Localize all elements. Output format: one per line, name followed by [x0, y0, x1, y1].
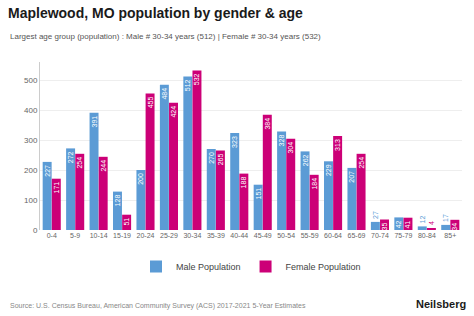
svg-text:229: 229 [325, 164, 332, 176]
svg-text:128: 128 [114, 195, 121, 207]
svg-text:50-54: 50-54 [277, 232, 295, 239]
svg-text:30-34: 30-34 [183, 232, 201, 239]
svg-text:200: 200 [137, 173, 144, 185]
svg-text:42: 42 [395, 220, 402, 228]
svg-text:15-19: 15-19 [113, 232, 131, 239]
svg-text:65-69: 65-69 [348, 232, 366, 239]
svg-text:70-74: 70-74 [371, 232, 389, 239]
svg-text:80-84: 80-84 [418, 232, 436, 239]
svg-text:Neilsberg: Neilsberg [416, 298, 466, 310]
svg-text:Maplewood, MO population by ge: Maplewood, MO population by gender & age [8, 5, 303, 21]
svg-text:391: 391 [91, 116, 98, 128]
svg-text:254: 254 [76, 157, 83, 169]
svg-text:27: 27 [372, 211, 379, 219]
svg-text:55-59: 55-59 [301, 232, 319, 239]
svg-text:455: 455 [147, 97, 154, 109]
svg-text:4: 4 [428, 221, 435, 225]
svg-text:Source: U.S. Census Bureau, Am: Source: U.S. Census Bureau, American Com… [10, 302, 306, 310]
svg-text:34: 34 [451, 223, 458, 231]
svg-text:0-4: 0-4 [47, 232, 57, 239]
svg-text:25-29: 25-29 [160, 232, 178, 239]
svg-text:10-14: 10-14 [90, 232, 108, 239]
svg-text:328: 328 [278, 135, 285, 147]
svg-text:384: 384 [264, 118, 271, 130]
svg-text:270: 270 [208, 152, 215, 164]
svg-text:17: 17 [442, 214, 449, 222]
svg-text:484: 484 [161, 88, 168, 100]
svg-text:0: 0 [33, 226, 38, 235]
svg-text:171: 171 [53, 182, 60, 194]
svg-text:Largest age group (population): Largest age group (population) : Male # … [10, 32, 321, 41]
svg-text:313: 313 [334, 139, 341, 151]
svg-text:51: 51 [123, 218, 130, 226]
svg-text:200: 200 [24, 166, 38, 175]
svg-text:40-44: 40-44 [230, 232, 248, 239]
svg-text:100: 100 [24, 196, 38, 205]
svg-text:207: 207 [348, 171, 355, 183]
svg-text:254: 254 [358, 157, 365, 169]
svg-text:532: 532 [193, 73, 200, 85]
svg-text:45-49: 45-49 [254, 232, 272, 239]
svg-text:75-79: 75-79 [394, 232, 412, 239]
svg-text:188: 188 [240, 177, 247, 189]
svg-text:272: 272 [67, 151, 74, 163]
svg-text:400: 400 [24, 106, 38, 115]
svg-text:5-9: 5-9 [70, 232, 80, 239]
svg-text:12: 12 [419, 216, 426, 224]
svg-text:Male Population: Male Population [176, 262, 241, 272]
svg-text:184: 184 [311, 178, 318, 190]
svg-text:85+: 85+ [444, 232, 456, 239]
svg-text:20-24: 20-24 [137, 232, 155, 239]
svg-text:60-64: 60-64 [324, 232, 342, 239]
svg-text:265: 265 [217, 154, 224, 166]
svg-text:323: 323 [231, 136, 238, 148]
svg-text:Female Population: Female Population [286, 262, 361, 272]
svg-text:151: 151 [255, 188, 262, 200]
svg-text:300: 300 [24, 136, 38, 145]
svg-text:512: 512 [184, 79, 191, 91]
svg-text:227: 227 [44, 165, 51, 177]
svg-text:262: 262 [302, 154, 309, 166]
svg-text:304: 304 [287, 142, 294, 154]
svg-text:35-39: 35-39 [207, 232, 225, 239]
svg-text:35: 35 [381, 222, 388, 230]
svg-text:41: 41 [404, 221, 411, 229]
svg-text:244: 244 [100, 160, 107, 172]
svg-text:500: 500 [24, 76, 38, 85]
svg-text:424: 424 [170, 106, 177, 118]
